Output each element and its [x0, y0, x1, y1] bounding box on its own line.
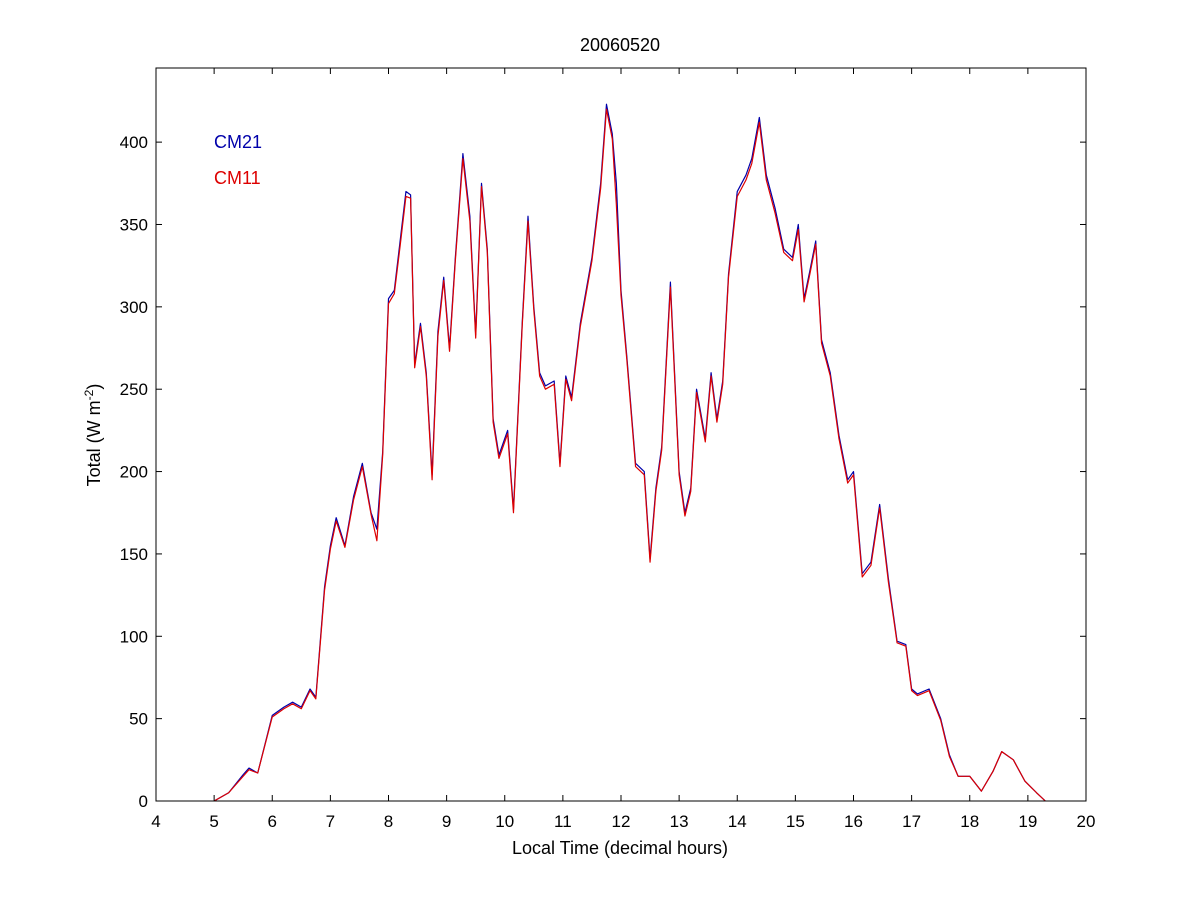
y-tick-label: 300 — [120, 298, 148, 317]
y-tick-labels: 0 50 100 150 200 250 300 350 400 — [120, 133, 148, 811]
x-tick-label: 16 — [844, 812, 863, 831]
y-tick-label: 0 — [139, 792, 148, 811]
x-tick-label: 18 — [960, 812, 979, 831]
x-tick-labels: 4 5 6 7 8 9 10 11 12 13 14 15 16 17 18 19 20 — [151, 812, 1095, 831]
series-line-cm11 — [213, 108, 1046, 802]
x-tick-label: 7 — [326, 812, 335, 831]
y-tick-label: 200 — [120, 463, 148, 482]
x-tick-label: 15 — [786, 812, 805, 831]
x-tick-label: 19 — [1018, 812, 1037, 831]
y-tick-label: 250 — [120, 380, 148, 399]
y-tick-label: 350 — [120, 215, 148, 234]
x-tick-label: 4 — [151, 812, 160, 831]
x-tick-label: 11 — [554, 812, 572, 831]
x-tick-label: 9 — [442, 812, 451, 831]
y-tick-label: 100 — [120, 627, 148, 646]
x-tick-label: 6 — [268, 812, 277, 831]
y-tick-label: 150 — [120, 545, 148, 564]
axis-ticks — [155, 68, 1087, 802]
y-tick-label: 50 — [129, 710, 148, 729]
x-tick-label: 17 — [902, 812, 921, 831]
legend-cm21: CM21 — [214, 132, 262, 152]
x-axis-label: Local Time (decimal hours) — [512, 838, 728, 858]
x-tick-label: 14 — [728, 812, 747, 831]
x-tick-label: 10 — [495, 812, 514, 831]
x-tick-label: 5 — [209, 812, 218, 831]
y-axis-label-superscript: -2 — [82, 389, 96, 400]
chart-title: 20060520 — [580, 35, 660, 55]
x-tick-label: 13 — [670, 812, 689, 831]
x-tick-label: 20 — [1077, 812, 1096, 831]
y-tick-label: 400 — [120, 133, 148, 152]
x-tick-label: 12 — [612, 812, 631, 831]
legend-cm11: CM11 — [214, 168, 261, 188]
y-axis-label-close: ) — [84, 384, 104, 390]
y-axis-label-main: Total (W m — [84, 400, 104, 486]
y-axis-label: Total (W m-2) — [82, 384, 104, 487]
x-tick-label: 8 — [384, 812, 393, 831]
plot-lines — [213, 103, 1046, 802]
